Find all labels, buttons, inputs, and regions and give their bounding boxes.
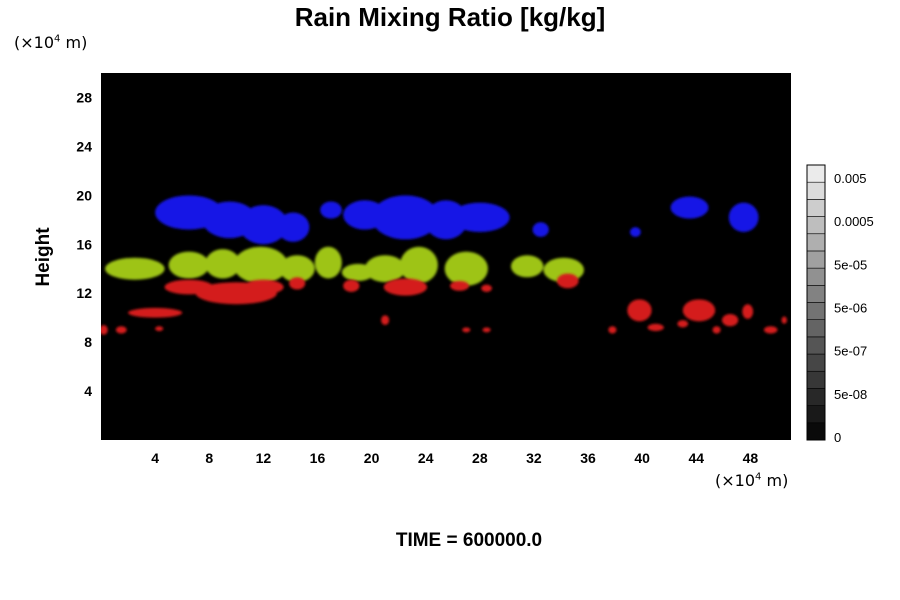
rain-region <box>239 205 288 245</box>
rain-region <box>289 277 306 290</box>
colorbar-tick-label: 0.005 <box>834 171 867 186</box>
rain-region <box>371 195 440 240</box>
colorbar-tick-label: 5e-08 <box>834 387 867 402</box>
y-tick-label: 12 <box>76 285 92 301</box>
rain-region <box>450 202 510 233</box>
x-axis-unit: (×104 m) <box>715 471 789 490</box>
colorbar-level <box>806 370 826 389</box>
rain-region <box>314 246 342 279</box>
colorbar-level <box>806 164 826 183</box>
y-axis-unit: (×104 m) <box>14 33 88 52</box>
x-tick-label: 48 <box>743 450 759 466</box>
rain-region <box>728 202 759 233</box>
rain-region <box>630 227 641 237</box>
x-axis-ticks: 4 8 12 16 20 24 28 32 36 40 44 48 <box>151 450 758 466</box>
colorbar-level <box>806 353 826 372</box>
rain-region <box>556 273 579 289</box>
y-tick-label: 8 <box>84 334 92 350</box>
rain-region <box>279 255 315 283</box>
rain-region <box>320 201 342 219</box>
colorbar-level <box>806 388 826 406</box>
rain-region <box>627 299 652 322</box>
rain-region <box>101 325 108 335</box>
rain-region <box>462 327 471 333</box>
x-tick-label: 44 <box>689 450 705 466</box>
x-tick-label: 40 <box>634 450 650 466</box>
rain-region <box>168 251 210 279</box>
colorbar-level <box>806 233 826 252</box>
colorbar-level <box>806 250 826 269</box>
rain-region <box>781 316 787 324</box>
x-tick-label: 8 <box>205 450 213 466</box>
colorbar-tick-label: 0 <box>834 430 841 445</box>
colorbar-tick-label: 0.0005 <box>834 214 874 229</box>
series-1 <box>105 246 584 286</box>
series-2 <box>101 273 787 335</box>
x-tick-label: 12 <box>256 450 272 466</box>
rain-region <box>381 315 390 326</box>
rain-region <box>276 212 310 242</box>
rain-region <box>205 249 241 279</box>
rain-region <box>510 255 544 278</box>
colorbar-frame <box>806 164 826 441</box>
rain-region <box>105 257 165 280</box>
colorbar <box>806 164 826 441</box>
x-tick-label: 36 <box>580 450 596 466</box>
y-tick-label: 24 <box>76 138 92 154</box>
colorbar-level <box>806 285 826 303</box>
colorbar-labels: 0.005 0.0005 5e-05 5e-06 5e-07 5e-08 0 <box>834 171 874 445</box>
colorbar-level <box>806 422 826 441</box>
rain-region <box>742 304 754 319</box>
rain-region <box>647 323 664 332</box>
rain-region <box>481 284 492 292</box>
colorbar-level <box>806 405 826 424</box>
rain-region <box>383 278 428 296</box>
colorbar-tick-label: 5e-06 <box>834 301 867 316</box>
time-label: TIME = 600000.0 <box>395 530 543 551</box>
colorbar-level <box>806 216 826 235</box>
colorbar-level <box>806 267 826 286</box>
y-tick-label: 20 <box>76 187 92 203</box>
rain-region <box>532 222 549 237</box>
x-tick-label: 20 <box>364 450 380 466</box>
y-tick-label: 28 <box>76 89 92 105</box>
x-tick-label: 28 <box>472 450 488 466</box>
rain-region <box>450 280 469 291</box>
colorbar-level <box>806 336 826 355</box>
rain-region <box>343 279 360 292</box>
rain-region <box>364 255 406 283</box>
rain-region <box>682 299 716 322</box>
y-axis-ticks: 4 8 12 16 20 24 28 <box>76 89 92 399</box>
rain-region <box>444 251 488 286</box>
x-tick-label: 32 <box>526 450 542 466</box>
rain-region <box>722 313 739 327</box>
rain-region <box>712 326 721 334</box>
colorbar-level <box>806 181 826 200</box>
colorbar-level <box>806 319 826 338</box>
chart-title: Rain Mixing Ratio [kg/kg] <box>294 2 606 32</box>
rain-region <box>155 326 164 332</box>
rain-region <box>763 326 778 334</box>
rain-region <box>233 246 288 284</box>
rain-region <box>243 279 284 295</box>
rain-region <box>115 326 127 334</box>
y-tick-label: 16 <box>76 236 92 252</box>
rain-regions <box>101 195 787 335</box>
rain-region <box>677 320 689 328</box>
colorbar-tick-label: 5e-05 <box>834 257 867 272</box>
rain-region <box>482 327 491 333</box>
colorbar-level <box>806 199 826 217</box>
rain-region <box>400 246 438 284</box>
rain-region <box>128 307 183 318</box>
colorbar-tick-label: 5e-07 <box>834 344 867 359</box>
rain-region <box>670 196 709 219</box>
x-tick-label: 24 <box>418 450 434 466</box>
rain-region <box>608 326 617 334</box>
series-0 <box>155 195 759 245</box>
y-tick-label: 4 <box>84 383 92 399</box>
x-tick-label: 16 <box>310 450 326 466</box>
x-tick-label: 4 <box>151 450 159 466</box>
colorbar-level <box>806 302 826 320</box>
